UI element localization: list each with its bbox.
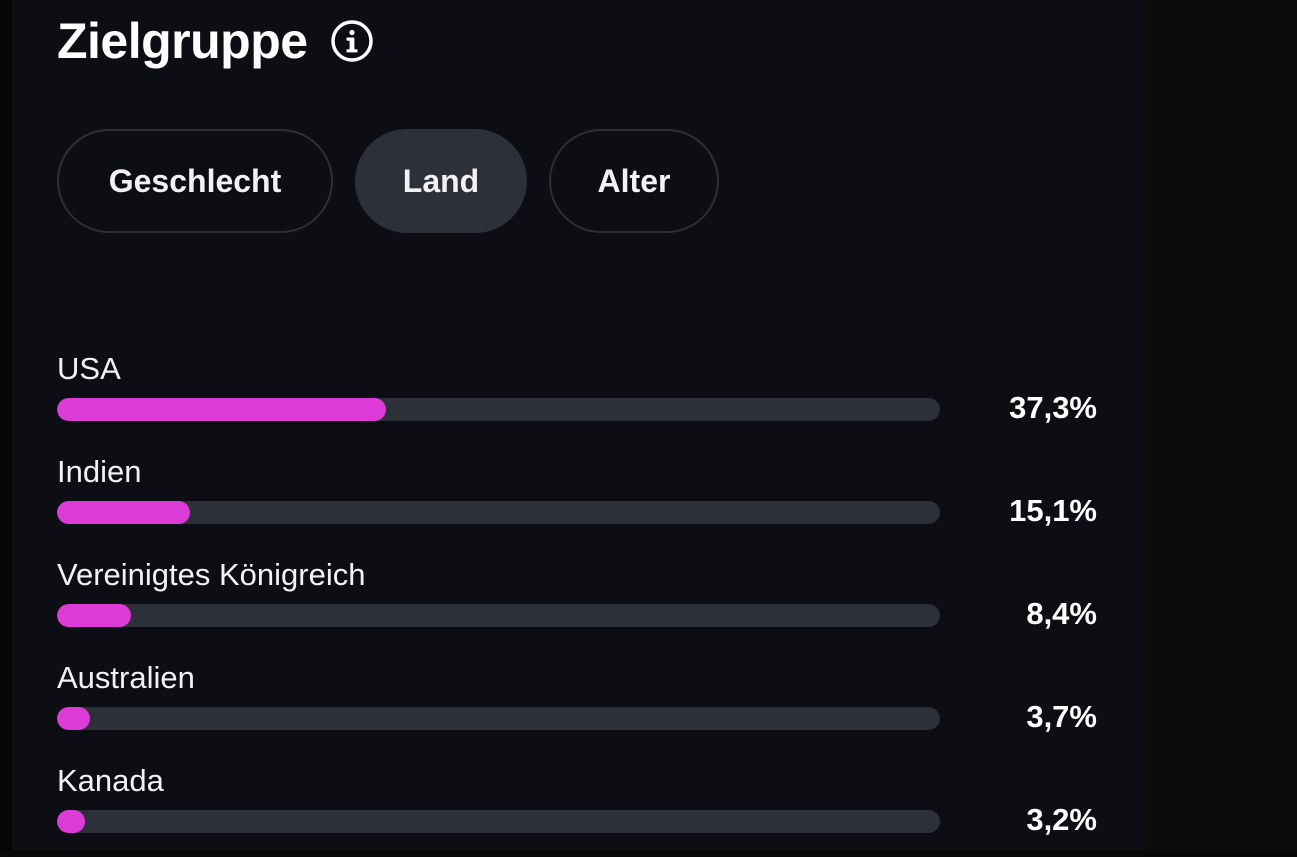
info-button[interactable] <box>330 19 374 63</box>
country-row: USA 37,3% <box>57 342 1097 445</box>
share-percent: 8,4% <box>1026 596 1097 631</box>
country-list: USA 37,3% Indien 15,1% Vereinigtes König… <box>57 342 1097 857</box>
country-name: Australien <box>57 660 195 695</box>
share-bar-fill <box>57 707 90 730</box>
country-name: USA <box>57 351 121 386</box>
share-bar-track <box>57 398 940 421</box>
country-row: Indien 15,1% <box>57 445 1097 548</box>
left-edge <box>0 0 12 850</box>
share-bar-track <box>57 810 940 833</box>
share-bar-fill <box>57 398 387 421</box>
section-header: Zielgruppe <box>57 10 374 72</box>
share-bar-track <box>57 707 940 730</box>
country-name: Kanada <box>57 763 164 798</box>
tab-land[interactable]: Land <box>355 129 527 233</box>
share-bar-track <box>57 604 940 627</box>
country-row: Vereinigtes Königreich 8,4% <box>57 548 1097 651</box>
share-percent: 37,3% <box>1009 390 1097 425</box>
right-blank-area <box>1145 0 1297 850</box>
share-bar-fill <box>57 810 86 833</box>
share-bar-fill <box>57 604 132 627</box>
country-row: Kanada 3,2% <box>57 754 1097 857</box>
info-circle-icon <box>330 20 373 62</box>
share-bar-track <box>57 501 940 524</box>
section-title: Zielgruppe <box>57 13 308 69</box>
country-row: Australien 3,7% <box>57 651 1097 754</box>
country-name: Indien <box>57 454 142 489</box>
share-bar-fill <box>57 501 191 524</box>
country-name: Vereinigtes Königreich <box>57 557 366 592</box>
audience-tabs: Geschlecht Land Alter <box>57 129 719 233</box>
share-percent: 15,1% <box>1009 493 1097 528</box>
tab-alter[interactable]: Alter <box>549 129 719 233</box>
tab-geschlecht[interactable]: Geschlecht <box>57 129 333 233</box>
share-percent: 3,7% <box>1026 699 1097 734</box>
share-percent: 3,2% <box>1026 802 1097 837</box>
